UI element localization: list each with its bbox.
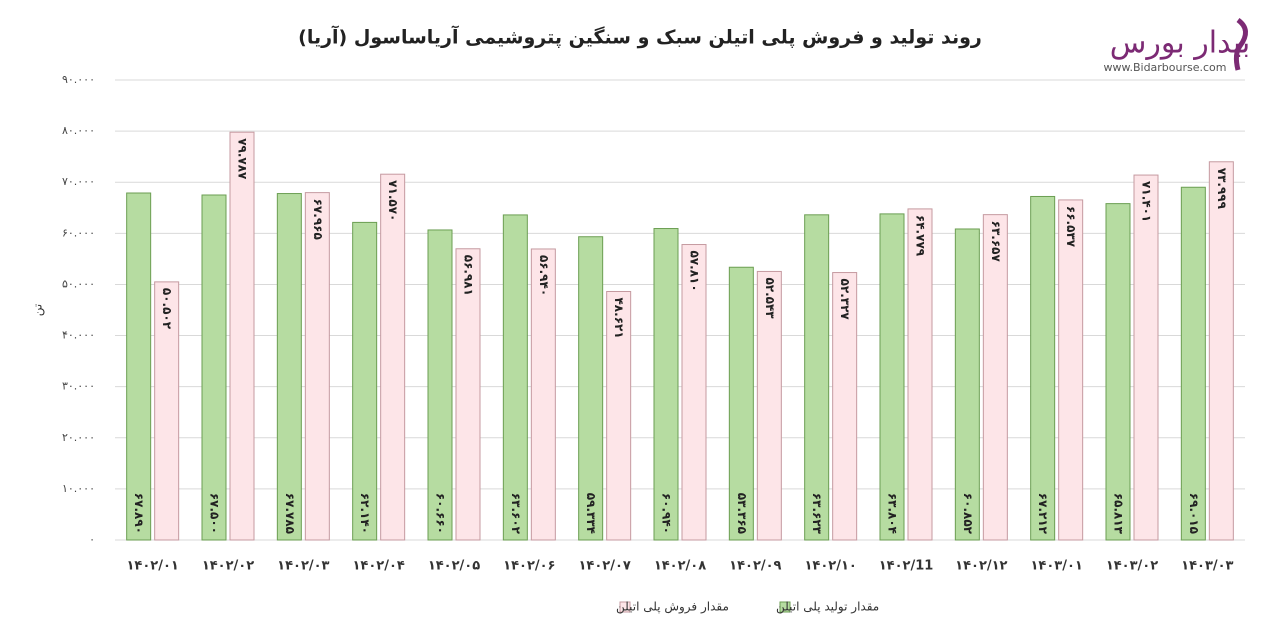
data-label: ۵۶.۹۴۰: [537, 255, 551, 296]
data-label: ۶۳.۶۰۲: [509, 493, 523, 535]
y-axis-label: تن: [31, 304, 46, 316]
x-tick-label: ۱۴۰۲/۰۱: [126, 559, 178, 574]
legend-label: مقدار فروش پلی اتیلن: [616, 600, 729, 615]
data-label: ۷۱.۴۰۱: [1140, 181, 1154, 222]
bar: [1180, 186, 1206, 541]
y-tick-label: ۷۰.۰۰۰: [62, 175, 95, 188]
data-label: ۷۱.۵۷۰: [386, 180, 400, 221]
bar: [879, 213, 905, 541]
data-label: ۶۹.۰۱۵: [1187, 493, 1201, 534]
data-label: ۶۳.۸۰۴: [886, 493, 900, 534]
bar: [352, 221, 378, 541]
bar: [201, 194, 227, 541]
data-label: ۶۷.۸۹۰: [132, 493, 146, 534]
x-tick-label: ۱۴۰۲/11: [879, 559, 934, 574]
data-label: ۶۷.۵۰۰: [208, 493, 222, 534]
data-label: ۵۰.۵۰۲: [160, 288, 174, 330]
logo-name: بیدار بورس: [1110, 26, 1250, 61]
y-tick-label: ۸۰.۰۰۰: [62, 124, 95, 137]
x-tick-label: ۱۴۰۲/۱۲: [955, 559, 1007, 574]
bar: [907, 208, 933, 541]
y-tick-label: ۳۰.۰۰۰: [62, 380, 95, 393]
data-label: ۵۷.۸۱۰: [688, 251, 702, 292]
bar: [681, 244, 707, 541]
bar: [1133, 174, 1159, 541]
data-label: ۶۶.۵۳۷: [1064, 206, 1078, 248]
bar: [954, 228, 980, 541]
x-tick-label: ۱۴۰۲/۰۶: [503, 559, 555, 574]
data-label: ۶۵.۸۱۳: [1112, 493, 1126, 535]
legend-label: مقدار تولید پلی اتیلن: [776, 600, 879, 615]
y-tick-label: ۴۰.۰۰۰: [62, 329, 95, 342]
x-tick-label: ۱۴۰۲/۰۸: [654, 559, 706, 574]
data-label: ۵۹.۳۳۴: [584, 493, 598, 534]
bar: [276, 193, 302, 541]
data-label: ۶۲.۱۴۰: [358, 493, 372, 534]
x-tick-label: ۱۴۰۳/۰۲: [1106, 559, 1158, 574]
data-label: ۶۰.۸۵۲: [961, 493, 975, 535]
data-label: ۶۷.۹۶۵: [311, 199, 325, 240]
x-tick-label: ۱۴۰۲/۰۴: [352, 559, 404, 574]
legend-swatch: [779, 601, 791, 613]
data-label: ۷۹.۷۸۷: [236, 138, 250, 180]
bar: [982, 214, 1008, 541]
y-tick-label: ۰: [89, 533, 95, 546]
legend-swatch: [619, 601, 631, 613]
data-label: ۶۳.۶۲۳: [810, 493, 824, 535]
data-label: ۶۷.۲۱۲: [1036, 493, 1050, 535]
x-tick-label: ۱۴۰۲/۰۲: [202, 559, 254, 574]
y-tick-label: ۶۰.۰۰۰: [62, 226, 95, 239]
data-label: ۵۶.۹۸۱: [462, 255, 476, 296]
bar: [229, 131, 255, 541]
bar: [455, 248, 481, 541]
logo-url: www.Bidarbourse.com: [1103, 61, 1226, 74]
data-label: ۴۸.۶۲۱: [612, 297, 626, 338]
bar: [1105, 203, 1131, 541]
data-label: ۶۴.۷۷۹: [914, 215, 928, 257]
bar: [728, 266, 754, 541]
chart-title: روند تولید و فروش پلی اتیلن سبک و سنگین …: [298, 25, 982, 49]
bar: [1030, 195, 1056, 541]
bar: [756, 270, 782, 541]
data-label: ۶۰.۹۴۰: [660, 493, 674, 534]
bar: [126, 192, 152, 541]
data-label: ۶۷.۷۸۵: [283, 493, 297, 534]
bar: [1058, 199, 1084, 541]
y-tick-label: ۹۰.۰۰۰: [62, 73, 95, 86]
y-tick-label: ۱۰.۰۰۰: [62, 482, 95, 495]
logo-icon: [1233, 17, 1248, 71]
bar: [530, 248, 556, 541]
bar: [804, 214, 830, 541]
bar: [832, 272, 858, 541]
x-tick-label: ۱۴۰۳/۰۱: [1030, 559, 1082, 574]
x-tick-label: ۱۴۰۲/۰۳: [277, 559, 329, 574]
x-tick-label: ۱۴۰۲/۰۹: [729, 559, 781, 574]
bar: [154, 281, 180, 541]
data-label: ۶۰.۶۶۰: [434, 493, 448, 534]
y-tick-label: ۲۰.۰۰۰: [62, 431, 95, 444]
bar: [578, 236, 604, 541]
bar: [653, 228, 679, 541]
x-tick-label: ۱۴۰۳/۰۳: [1181, 559, 1233, 574]
bar: [380, 173, 406, 541]
data-label: ۵۲.۵۴۳: [763, 277, 777, 319]
bar: [606, 290, 632, 541]
data-label: ۵۲.۳۲۷: [838, 279, 852, 321]
x-tick-label: ۱۴۰۲/۱۰: [804, 559, 856, 574]
data-label: ۵۳.۳۶۵: [735, 493, 749, 534]
x-tick-label: ۱۴۰۲/۰۵: [428, 559, 480, 574]
bar: [1208, 161, 1234, 541]
bar: [304, 192, 330, 541]
data-label: ۶۳.۶۵۷: [989, 221, 1003, 263]
bar: [427, 229, 453, 541]
x-tick-label: ۱۴۰۲/۰۷: [578, 559, 630, 574]
bar: [502, 214, 528, 541]
data-label: ۷۳.۹۹۹: [1215, 168, 1229, 210]
y-tick-label: ۵۰.۰۰۰: [62, 277, 95, 290]
